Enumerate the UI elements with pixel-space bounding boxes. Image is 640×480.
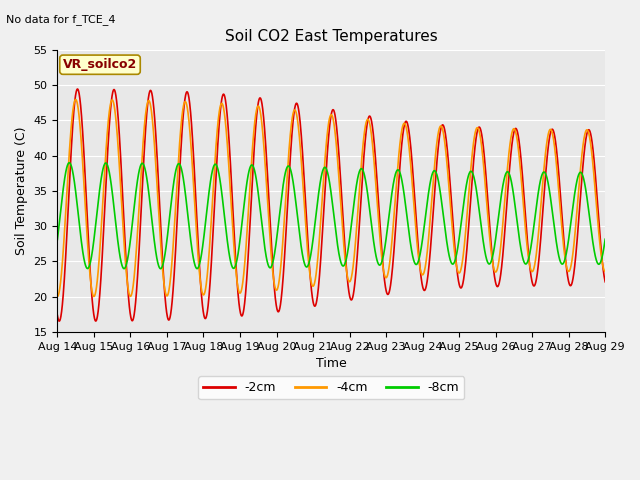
-8cm bbox=[65, 160, 73, 166]
-4cm bbox=[90, 294, 98, 300]
Line: -2cm: -2cm bbox=[58, 89, 605, 321]
Line: -8cm: -8cm bbox=[58, 163, 605, 269]
-8cm bbox=[54, 237, 61, 242]
Legend: -2cm, -4cm, -8cm: -2cm, -4cm, -8cm bbox=[198, 376, 464, 399]
-8cm bbox=[591, 251, 598, 256]
-8cm bbox=[148, 223, 156, 229]
-4cm bbox=[116, 177, 124, 183]
-4cm bbox=[72, 96, 79, 102]
-2cm bbox=[602, 279, 609, 285]
-2cm bbox=[591, 165, 598, 171]
Title: Soil CO2 East Temperatures: Soil CO2 East Temperatures bbox=[225, 29, 438, 44]
-8cm bbox=[157, 266, 164, 272]
-2cm bbox=[288, 136, 296, 142]
-2cm bbox=[149, 96, 157, 102]
-2cm bbox=[532, 279, 540, 285]
-8cm bbox=[602, 236, 609, 242]
-8cm bbox=[264, 261, 271, 267]
X-axis label: Time: Time bbox=[316, 357, 347, 370]
-4cm bbox=[264, 203, 271, 209]
-8cm bbox=[116, 254, 124, 260]
Y-axis label: Soil Temperature (C): Soil Temperature (C) bbox=[15, 127, 28, 255]
-4cm bbox=[288, 120, 296, 126]
-4cm bbox=[149, 120, 157, 126]
-4cm bbox=[602, 269, 609, 275]
-2cm bbox=[54, 312, 61, 318]
Text: No data for f_TCE_4: No data for f_TCE_4 bbox=[6, 14, 116, 25]
-4cm bbox=[591, 182, 598, 188]
-8cm bbox=[288, 171, 296, 177]
-2cm bbox=[264, 178, 271, 183]
Text: VR_soilco2: VR_soilco2 bbox=[63, 58, 137, 71]
-2cm bbox=[116, 147, 124, 153]
-2cm bbox=[56, 318, 63, 324]
-8cm bbox=[532, 208, 540, 214]
Line: -4cm: -4cm bbox=[58, 99, 605, 297]
-4cm bbox=[532, 255, 540, 261]
-2cm bbox=[74, 86, 81, 92]
-4cm bbox=[54, 294, 61, 300]
